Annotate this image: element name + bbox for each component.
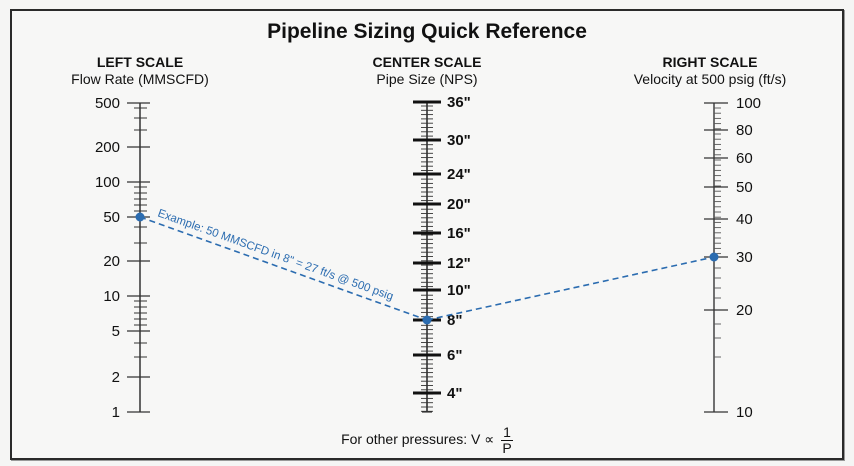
- page-title: Pipeline Sizing Quick Reference: [267, 20, 587, 43]
- right-scale-label: 20: [736, 302, 753, 319]
- fraction-denominator: P: [502, 440, 512, 456]
- right-scale-label: 80: [736, 122, 753, 139]
- left-scale-heading: LEFT SCALE: [96, 54, 184, 70]
- center-scale-label: 8": [447, 312, 462, 329]
- left-scale-label: 2: [112, 369, 120, 386]
- example-annotation: Example: 50 MMSCFD in 8" = 27 ft/s @ 500…: [156, 208, 395, 304]
- right-scale-label: 10: [736, 404, 753, 421]
- center-scale-header: CENTER SCALE Pipe Size (NPS): [307, 54, 547, 88]
- pressure-note: For other pressures: V ∝ 1 P: [0, 425, 854, 456]
- left-scale-label: 5: [112, 323, 120, 340]
- center-scale-label: 4": [447, 385, 462, 402]
- right-scale-label: 40: [736, 211, 753, 228]
- center-scale-label: 30": [447, 132, 471, 149]
- right-scale-label: 100: [736, 95, 761, 112]
- center-scale-label: 6": [447, 347, 462, 364]
- center-scale-label: 16": [447, 225, 471, 242]
- center-scale-label: 10": [447, 282, 471, 299]
- example-point: [135, 212, 145, 222]
- center-scale-label: 12": [447, 255, 471, 272]
- example-line-right: [426, 256, 715, 321]
- left-scale-label: 500: [95, 95, 120, 112]
- left-scale-label: 200: [95, 139, 120, 156]
- right-scale-label: 60: [736, 150, 753, 167]
- center-scale-subheading: Pipe Size (NPS): [376, 71, 478, 87]
- right-scale-heading: RIGHT SCALE: [662, 54, 758, 70]
- center-scale-label: 24": [447, 166, 471, 183]
- fraction-numerator: 1: [501, 424, 513, 441]
- right-scale-header: RIGHT SCALE Velocity at 500 psig (ft/s): [590, 54, 830, 88]
- example-line-left: [139, 216, 428, 321]
- left-scale-label: 1: [112, 404, 120, 421]
- left-scale-label: 50: [103, 209, 120, 226]
- left-scale-label: 20: [103, 253, 120, 270]
- left-scale-label: 100: [95, 174, 120, 191]
- example-point: [422, 315, 432, 325]
- right-scale-label: 50: [736, 179, 753, 196]
- right-scale-label: 30: [736, 249, 753, 266]
- center-scale-heading: CENTER SCALE: [372, 54, 482, 70]
- example-point: [709, 252, 719, 262]
- left-scale-header: LEFT SCALE Flow Rate (MMSCFD): [20, 54, 260, 88]
- left-scale-label: 10: [103, 288, 120, 305]
- left-scale-subheading: Flow Rate (MMSCFD): [71, 71, 209, 87]
- fraction: 1 P: [501, 425, 513, 456]
- center-scale-label: 36": [447, 94, 471, 111]
- pressure-note-text: For other pressures: V ∝: [341, 431, 495, 448]
- right-scale-subheading: Velocity at 500 psig (ft/s): [633, 71, 787, 87]
- center-scale-label: 20": [447, 196, 471, 213]
